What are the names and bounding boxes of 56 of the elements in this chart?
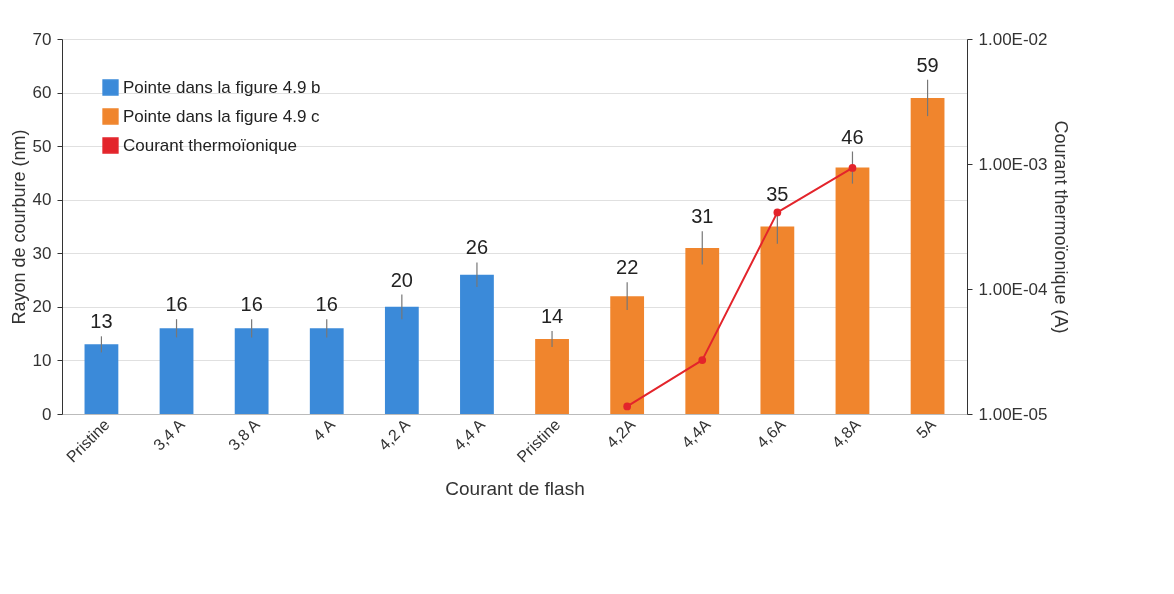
x-tick-label: 4,4 A xyxy=(450,415,489,454)
data-label: 46 xyxy=(841,125,864,148)
bar xyxy=(910,97,945,414)
x-tick-label: 3,8 A xyxy=(225,415,264,454)
data-label: 16 xyxy=(165,293,188,316)
x-tick-label: 4,2 A xyxy=(375,415,414,454)
bar xyxy=(610,296,645,414)
bar xyxy=(159,328,194,414)
x-tick-label: 4,4A xyxy=(678,415,714,452)
x-axis-title: Courant de flash xyxy=(445,477,585,499)
y2-tick-label: 1.00E-04 xyxy=(978,279,1048,299)
x-tick-label: 4,2A xyxy=(603,415,639,452)
legend-label: Pointe dans la figure 4.9 b xyxy=(123,77,321,97)
y-tick-label: 40 xyxy=(32,190,52,210)
data-label: 22 xyxy=(616,256,639,279)
y-tick-label: 50 xyxy=(32,136,52,156)
legend-label: Courant thermoïonique xyxy=(123,135,297,155)
data-label: 35 xyxy=(766,183,789,206)
legend-label: Pointe dans la figure 4.9 c xyxy=(123,106,321,126)
bar xyxy=(84,344,119,414)
data-label: 16 xyxy=(315,293,338,316)
x-tick-label: 3,4 A xyxy=(150,415,189,454)
bar xyxy=(760,226,795,414)
data-label: 26 xyxy=(465,236,489,259)
y-axis-title: Rayon de courbure (nm) xyxy=(8,129,29,325)
y2-axis-title: Courant thermoïonique (A) xyxy=(1051,120,1072,334)
bar xyxy=(309,328,344,414)
bar xyxy=(835,167,870,414)
data-label: 31 xyxy=(691,205,714,228)
point xyxy=(848,164,857,172)
y2-tick-label: 1.00E-02 xyxy=(978,29,1048,49)
bar xyxy=(234,328,269,414)
y-tick-label: 70 xyxy=(32,29,52,49)
x-tick-label: 4 A xyxy=(309,415,339,445)
point xyxy=(698,356,707,364)
bar xyxy=(460,274,494,414)
data-label: 16 xyxy=(240,293,263,316)
y-tick-label: 0 xyxy=(42,404,52,424)
x-tick-label: 5A xyxy=(913,415,940,442)
y2-tick-label: 1.00E-05 xyxy=(978,404,1048,424)
x-tick-label: 4,6A xyxy=(753,415,789,452)
point xyxy=(623,402,632,411)
data-label: 14 xyxy=(540,304,564,327)
data-label: 13 xyxy=(90,310,113,333)
bar xyxy=(384,306,419,414)
data-label: 20 xyxy=(390,268,413,291)
point xyxy=(773,208,782,217)
bar xyxy=(535,339,569,414)
y2-tick-label: 1.00E-03 xyxy=(978,154,1048,174)
bar xyxy=(685,247,720,414)
data-label: 59 xyxy=(916,53,939,76)
x-tick-label: 4,8A xyxy=(828,415,865,452)
y-tick-label: 10 xyxy=(32,350,52,370)
y-tick-label: 20 xyxy=(32,297,52,317)
y-tick-label: 60 xyxy=(32,83,52,103)
y-tick-label: 30 xyxy=(32,243,52,263)
